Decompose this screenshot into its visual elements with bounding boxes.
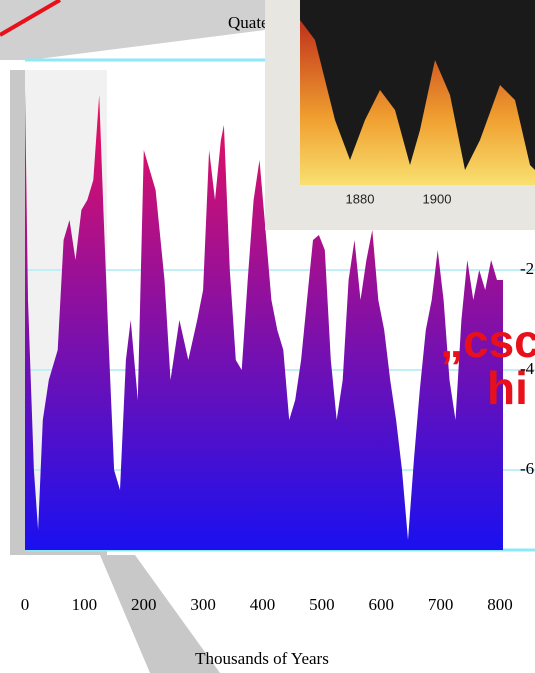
x-tick-label: 100 — [72, 595, 98, 614]
x-tick-label: 500 — [309, 595, 335, 614]
inset-area — [300, 20, 535, 185]
area — [25, 90, 503, 550]
x-axis-label: Thousands of Years — [195, 649, 329, 668]
y-tick-label: -6 — [520, 459, 534, 478]
x-tick-label: 200 — [131, 595, 157, 614]
y-tick-label: -4 — [520, 359, 535, 378]
inset: 1880 1900 — [265, 0, 535, 230]
annotation: „csc — [440, 315, 535, 367]
annotation: hi — [487, 362, 528, 414]
backdrop — [0, 0, 265, 60]
x-tick-label: 800 — [487, 595, 513, 614]
backdrop — [100, 555, 220, 673]
x-tick-label: 700 — [428, 595, 454, 614]
x-tick-label: 0 — [21, 595, 30, 614]
x-tick-label: 300 — [190, 595, 216, 614]
chart-title: Quate — [228, 13, 269, 32]
x-tick-label: 400 — [250, 595, 276, 614]
decor-line — [0, 0, 62, 37]
x-tick-label: 600 — [369, 595, 395, 614]
inset-tick-label: 1900 — [423, 191, 452, 206]
inset-tick-label: 1880 — [346, 191, 375, 206]
y-tick-label: -2 — [520, 259, 534, 278]
